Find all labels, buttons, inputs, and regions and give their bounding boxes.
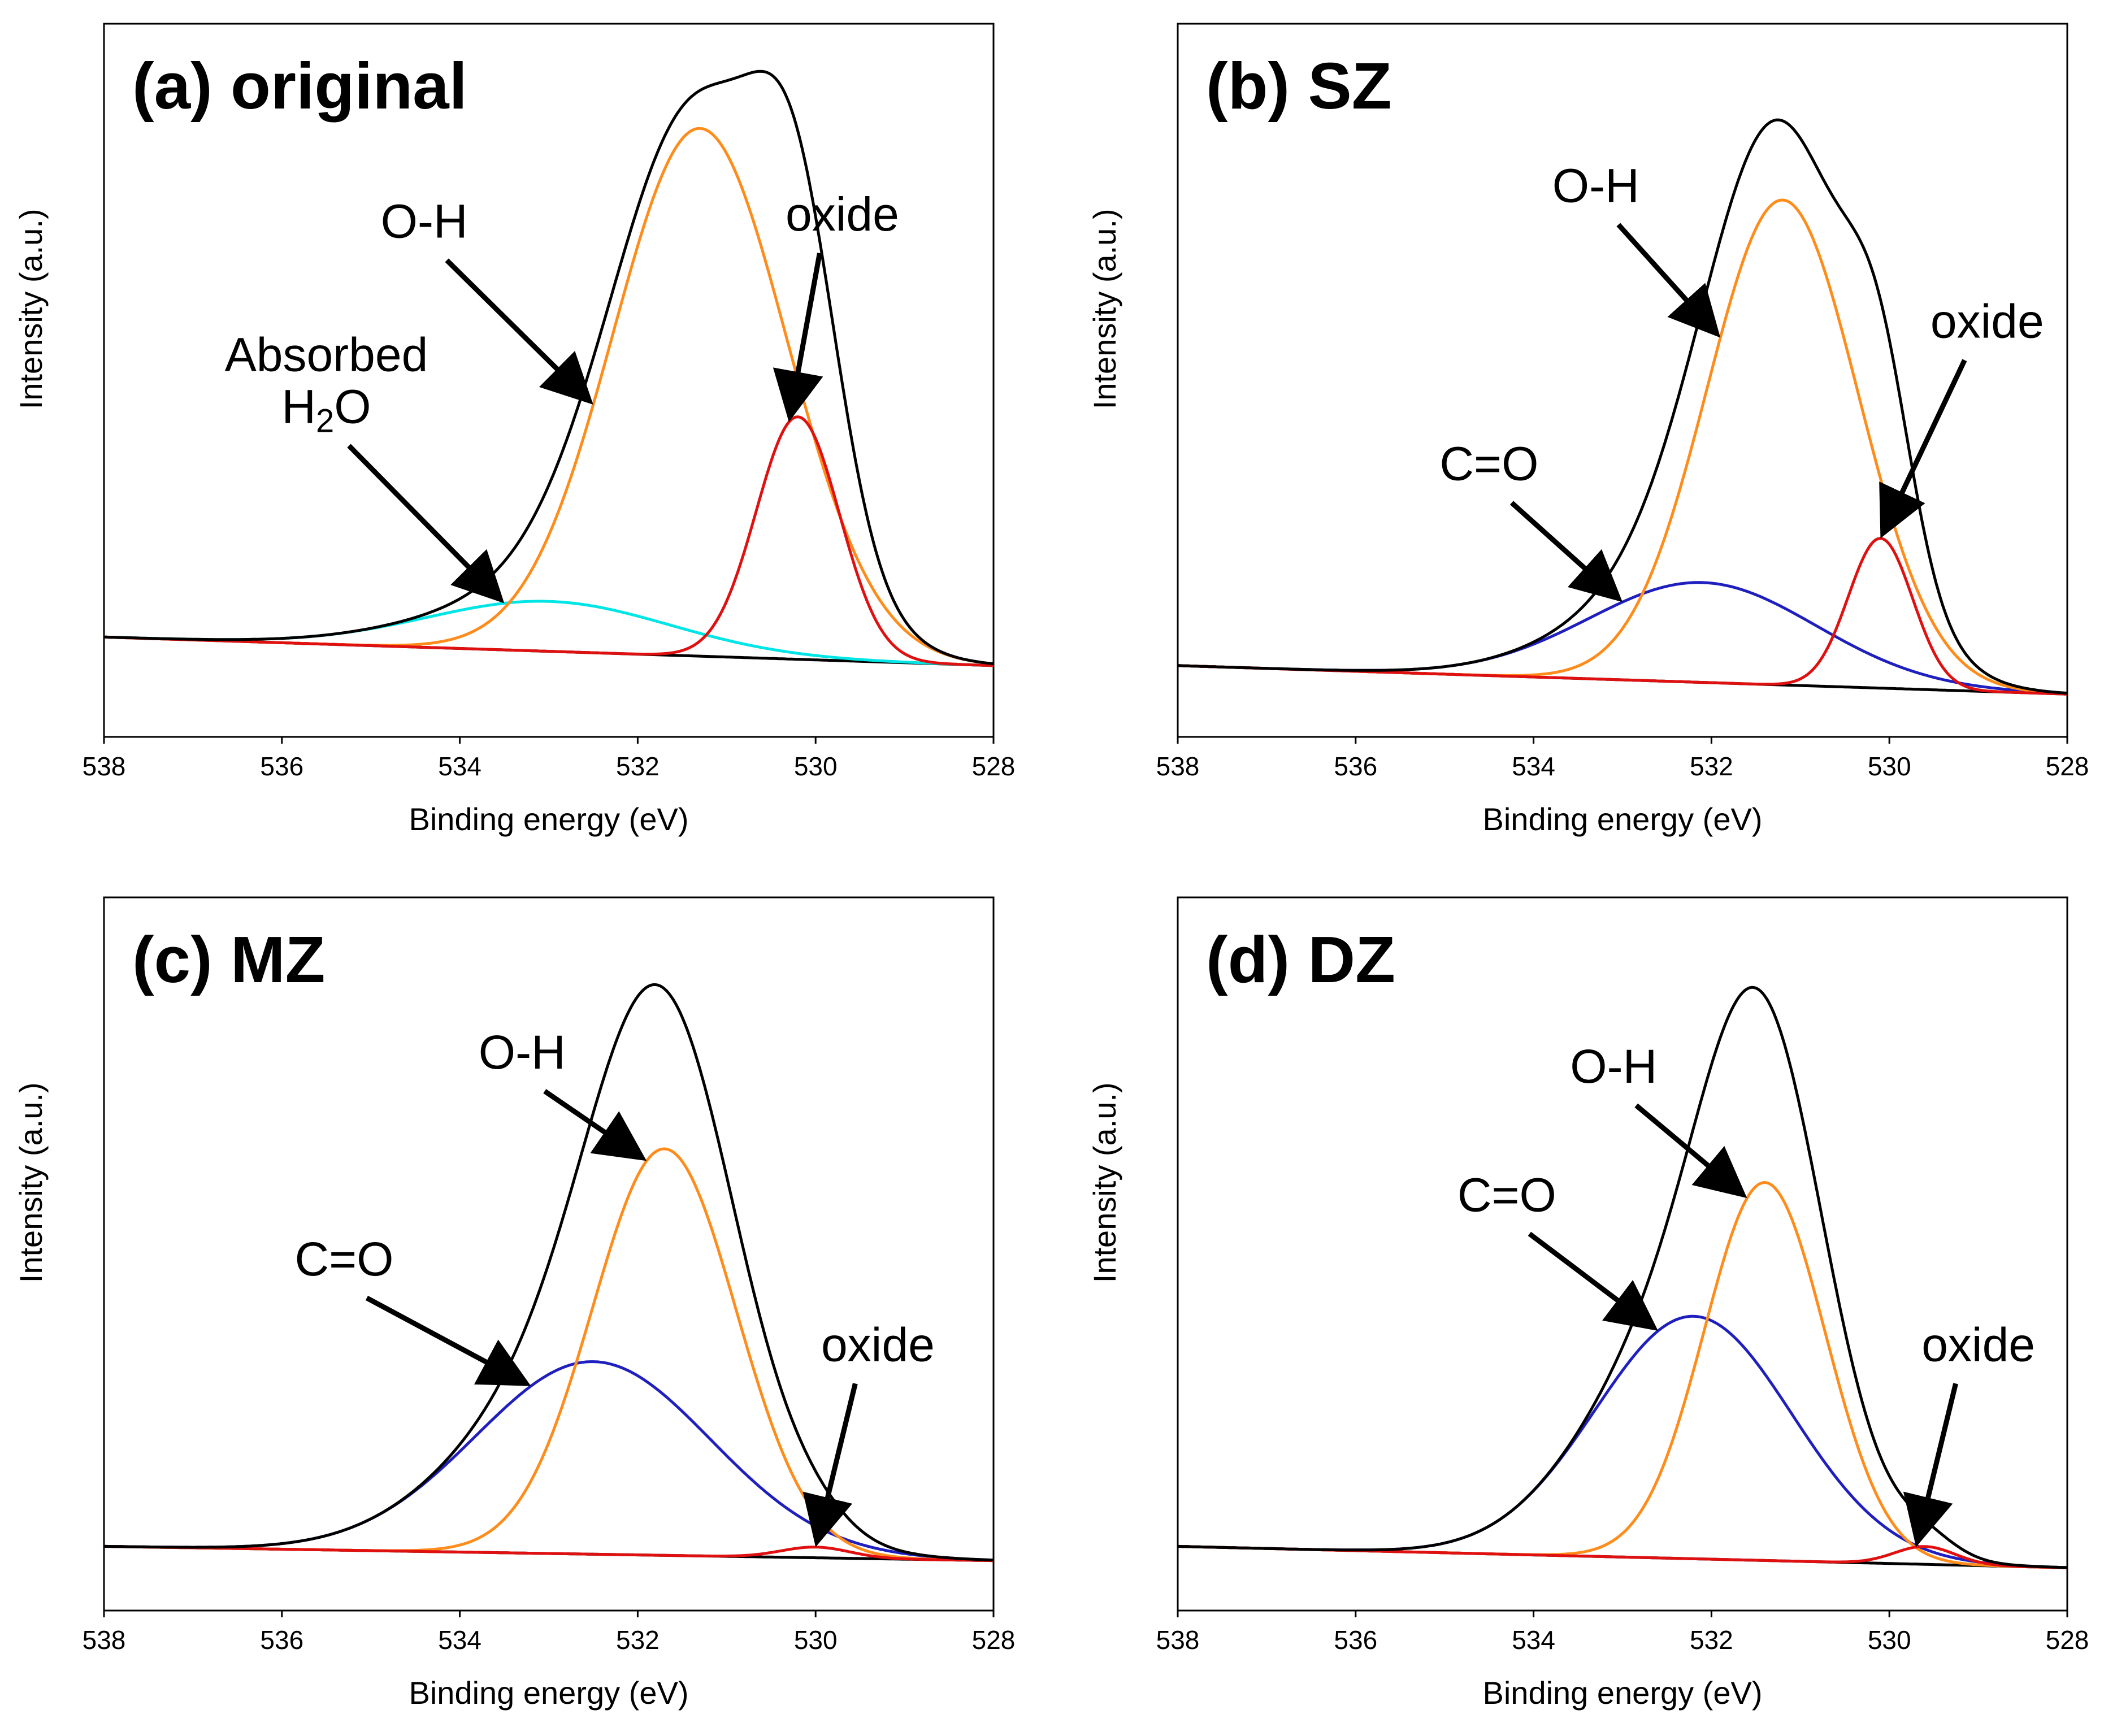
x-tick-label: 532	[616, 1625, 660, 1655]
panel-c: 538 536 534 532 530 528 Binding energy (eV) Int…	[13, 896, 1016, 1711]
x-tick-label: 530	[1868, 752, 1911, 781]
envelope-curve	[103, 70, 994, 666]
annotation-arrow	[802, 1383, 858, 1547]
y-axis-title: Intensity (a.u.)	[1087, 1082, 1122, 1283]
panel-title: (a) original	[132, 49, 467, 123]
series-o-h-curve	[1177, 198, 2068, 696]
x-axis-title: Binding energy (eV)	[409, 801, 689, 837]
x-tick-label: 538	[83, 752, 126, 781]
series-oxide-curve	[103, 1544, 994, 1563]
panel-b: 538 536 534 532 530 528 Binding energy (eV) Int…	[1087, 23, 2089, 837]
annotation-label: C=O	[1439, 437, 1538, 491]
annotation-label: Absorbed	[225, 328, 428, 381]
annotation-label: O-H	[1552, 159, 1639, 212]
x-tick-label: 528	[972, 752, 1016, 781]
annotation-c-o: C=O	[1457, 1168, 1658, 1331]
annotation-o-h: O-H	[479, 1026, 647, 1161]
x-tick-label: 536	[260, 1625, 303, 1655]
annotation-label: oxide	[1931, 294, 2044, 348]
x-tick-label: 530	[794, 1625, 838, 1655]
annotation-arrow	[1879, 359, 1967, 539]
series-absorbed-h2o-curve	[103, 600, 994, 667]
panel-title: (d) DZ	[1206, 923, 1395, 996]
annotation-arrow	[1634, 1103, 1747, 1199]
series-oxide-curve	[103, 415, 994, 667]
panel-a: 538 536 534 532 530 528 Binding energy (eV) Int…	[13, 23, 1016, 837]
annotation-oxide: oxide	[802, 1318, 935, 1547]
annotation-label: O-H	[1570, 1040, 1657, 1093]
x-tick-label: 530	[794, 752, 838, 781]
annotation-label-h2o: H2O	[281, 380, 371, 440]
x-tick-label: 534	[1512, 1625, 1555, 1655]
x-tick-label: 532	[616, 752, 660, 781]
annotation-label: oxide	[786, 188, 899, 241]
x-tick-label: 536	[1334, 752, 1377, 781]
panel-title: (b) SZ	[1206, 49, 1392, 123]
plot-frame	[1177, 23, 2068, 738]
annotation-label: O-H	[381, 195, 468, 248]
annotation-label: C=O	[1457, 1168, 1556, 1221]
x-tick-label: 528	[2046, 1625, 2089, 1655]
annotation-oxide: oxide	[1903, 1318, 2035, 1547]
annotation-arrow	[347, 444, 505, 604]
annotation-c-o: C=O	[294, 1232, 531, 1386]
annotation-arrow	[773, 253, 823, 422]
panel-d: 538 536 534 532 530 528 Binding energy (eV) Int…	[1087, 896, 2089, 1711]
y-axis-title: Intensity (a.u.)	[1087, 209, 1122, 409]
annotation-arrow	[543, 1089, 647, 1161]
y-axis-title: Intensity (a.u.)	[13, 1082, 49, 1283]
x-axis-title: Binding energy (eV)	[1483, 1675, 1763, 1711]
x-tick-label: 538	[83, 1625, 126, 1655]
plot-frame	[103, 896, 995, 1612]
x-tick-label: 538	[1156, 752, 1200, 781]
x-tick-label: 536	[260, 752, 303, 781]
annotation-label: oxide	[821, 1318, 935, 1371]
annotation-o-h: O-H	[381, 195, 593, 405]
x-tick-label: 534	[1512, 752, 1555, 781]
panel-title: (c) MZ	[132, 923, 326, 996]
annotation-label: oxide	[1921, 1318, 2035, 1371]
plot-frame	[1177, 896, 2068, 1612]
annotation-arrow	[365, 1295, 531, 1386]
x-tick-label: 532	[1690, 752, 1733, 781]
x-axis-title: Binding energy (eV)	[1483, 801, 1763, 837]
annotation-arrow	[1616, 223, 1721, 338]
annotation-arrow	[1509, 501, 1623, 602]
x-tick-label: 538	[1156, 1625, 1200, 1655]
annotation-arrow	[1903, 1383, 1958, 1547]
x-tick-label: 536	[1334, 1625, 1377, 1655]
annotation-oxide: oxide	[1879, 294, 2044, 539]
annotation-oxide: oxide	[773, 188, 899, 422]
x-tick-label: 532	[1690, 1625, 1733, 1655]
x-tick-label: 530	[1868, 1625, 1911, 1655]
annotation-label: O-H	[479, 1026, 566, 1079]
annotation-label: C=O	[294, 1232, 393, 1286]
annotation-o-h: O-H	[1552, 159, 1721, 338]
x-tick-label: 528	[2046, 752, 2089, 781]
annotation-arrow	[445, 258, 593, 405]
annotation-c-o: C=O	[1439, 437, 1623, 602]
annotation-o-h: O-H	[1570, 1040, 1747, 1199]
x-tick-label: 528	[972, 1625, 1016, 1655]
annotation-arrow	[1528, 1231, 1658, 1331]
x-tick-label: 534	[438, 752, 481, 781]
x-tick-label: 534	[438, 1625, 481, 1655]
series-o-h-curve	[1177, 1181, 2068, 1569]
y-axis-title: Intensity (a.u.)	[13, 209, 49, 409]
plot-frame	[103, 23, 995, 738]
x-axis-title: Binding energy (eV)	[409, 1675, 689, 1711]
series-c-o-curve	[1177, 581, 2068, 695]
